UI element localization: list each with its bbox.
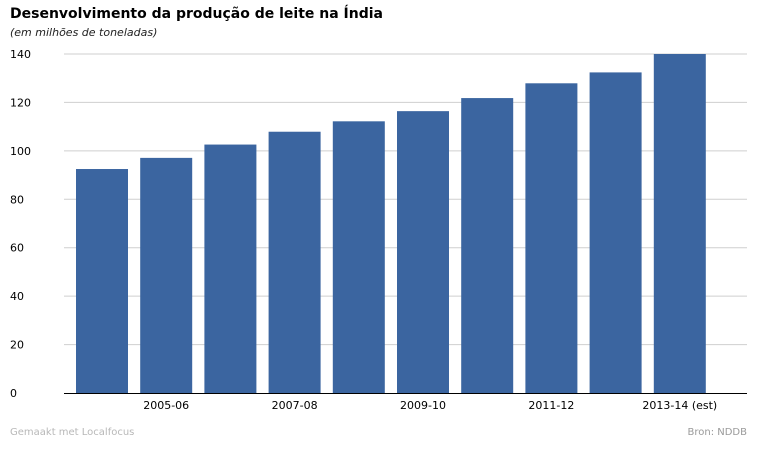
credit-text[interactable]: Gemaakt met Localfocus <box>10 427 135 438</box>
x-tick-label: 2011-12 <box>528 399 574 412</box>
bar-2010-11[interactable] <box>461 98 514 393</box>
chart-title: Desenvolvimento da produção de leite na … <box>10 6 384 22</box>
y-tick-label: 100 <box>10 145 31 158</box>
bar-2008-09[interactable] <box>332 121 385 394</box>
bar-2009-10[interactable] <box>397 111 449 393</box>
x-tick-label: 2013-14 (est) <box>642 399 717 412</box>
bar-2011-12[interactable] <box>525 83 578 393</box>
bar-2006-07[interactable] <box>204 144 257 393</box>
y-tick-label: 120 <box>10 96 31 109</box>
bar-2012-13[interactable] <box>589 72 642 393</box>
bar-2013-14 (est)[interactable] <box>653 54 706 393</box>
bar-2007-08[interactable] <box>268 131 321 394</box>
x-axis-labels: 2005-06 2007-08 2009-10 2011-12 2013-14 (est… <box>143 399 717 412</box>
bar-2004-05[interactable] <box>76 169 128 393</box>
y-tick-label: 140 <box>10 48 31 61</box>
chart-subtitle: (em milhões de toneladas) <box>10 26 158 39</box>
y-axis-labels: 0 20 40 60 80 100 120 140 <box>10 48 31 400</box>
x-tick-label: 2005-06 <box>143 399 189 412</box>
x-tick-label: 2009-10 <box>400 399 446 412</box>
y-tick-label: 40 <box>10 290 24 303</box>
y-tick-label: 0 <box>10 387 17 400</box>
source-text: Bron: NDDB <box>687 427 748 438</box>
bars <box>76 54 706 394</box>
y-tick-label: 20 <box>10 339 24 352</box>
bar-2005-06[interactable] <box>140 157 193 393</box>
x-tick-label: 2007-08 <box>272 399 318 412</box>
y-tick-label: 80 <box>10 193 24 206</box>
y-tick-label: 60 <box>10 242 24 255</box>
